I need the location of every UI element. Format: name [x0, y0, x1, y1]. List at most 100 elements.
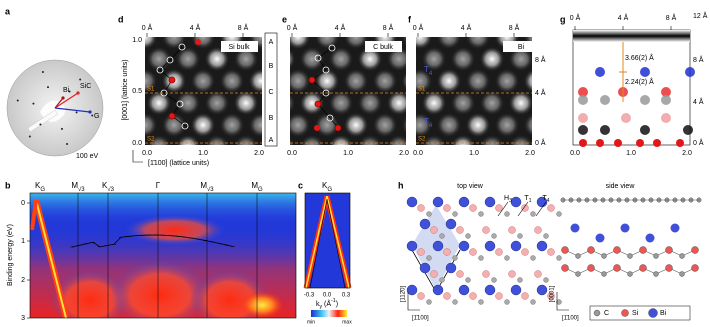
- si-atom: [495, 292, 503, 300]
- stm-blob: [290, 37, 311, 50]
- stm-blob: [523, 68, 532, 94]
- atom: [314, 125, 320, 131]
- stm-blob: [523, 112, 532, 138]
- atom: [314, 100, 322, 108]
- label: 3: [21, 315, 25, 322]
- label: 4 Å: [190, 23, 201, 32]
- atom: [328, 44, 336, 52]
- stm-blob: [299, 2, 325, 28]
- bi-atom: [432, 196, 444, 208]
- stm-blob: [145, 112, 158, 138]
- stm-blob: [314, 112, 340, 138]
- c-atom: [478, 255, 484, 261]
- atom: [661, 95, 671, 105]
- label-part: 4: [547, 198, 550, 204]
- atom: [596, 139, 604, 147]
- c-atom: [575, 253, 581, 259]
- arpes-image: [30, 193, 296, 318]
- label: 2.24(2) Å: [625, 77, 654, 86]
- atom: [685, 67, 695, 77]
- atom: [166, 56, 174, 64]
- label-part: 4: [429, 71, 433, 77]
- bi-atom: [536, 284, 548, 296]
- label-part: T: [524, 195, 529, 202]
- c-atom: [601, 253, 607, 259]
- stm-blob: [204, 2, 230, 28]
- label-part: M: [71, 181, 78, 190]
- label: 0.0: [287, 150, 297, 157]
- leed-spot: [91, 114, 94, 117]
- label: 0.0: [570, 150, 580, 157]
- bi-atom: [595, 233, 605, 243]
- stm-blob: [386, 46, 406, 72]
- stm-blob: [537, 134, 563, 160]
- stm-blob: [416, 112, 433, 138]
- axis-arrow: [407, 292, 420, 311]
- axis-arrow: [132, 150, 143, 163]
- label: 2.0: [254, 150, 264, 157]
- leed-spot: [28, 135, 31, 138]
- site-pointer: [497, 201, 509, 217]
- stm-blob: [204, 134, 230, 145]
- stm-blob: [479, 134, 505, 145]
- atom: [308, 76, 316, 84]
- label: 0 Å: [413, 23, 424, 32]
- stm-blob: [262, 90, 288, 116]
- atom: [578, 125, 588, 135]
- label: 0.5: [132, 88, 142, 95]
- leed-spot: [68, 90, 71, 93]
- bi-atom: [570, 223, 580, 233]
- si-atom: [534, 270, 542, 278]
- label: [1̄100]: [562, 316, 579, 322]
- panel-letter: g: [560, 14, 566, 24]
- stm-blob: [161, 112, 187, 138]
- panel-letter: c: [298, 180, 303, 190]
- label-part: Γ: [156, 181, 161, 190]
- arrow-head: [61, 96, 65, 100]
- stm-blob: [314, 37, 340, 50]
- label: 1.0: [626, 150, 636, 157]
- atom: [176, 100, 184, 108]
- band: [30, 199, 38, 231]
- label: T4: [424, 65, 433, 76]
- label: SiC: [80, 83, 91, 90]
- stm-blob: [508, 134, 532, 145]
- atom: [676, 139, 684, 147]
- label: Bi: [63, 87, 70, 94]
- si-atom: [469, 292, 477, 300]
- stm-blob: [416, 96, 418, 110]
- c-atom: [504, 255, 510, 261]
- atom: [578, 95, 588, 105]
- c-atom: [465, 277, 471, 283]
- c-atom: [556, 255, 562, 261]
- stm-blob: [416, 68, 433, 94]
- label: 1.0: [198, 150, 208, 157]
- stm-blob: [299, 134, 325, 145]
- label: KG: [322, 181, 332, 192]
- bi-atom: [419, 262, 431, 274]
- legend-box: [589, 305, 691, 321]
- label: -0.3: [304, 293, 315, 299]
- label: C: [604, 310, 609, 317]
- atom: [168, 76, 176, 84]
- label-part: 1: [529, 198, 532, 204]
- label: 8 Å: [383, 23, 394, 32]
- stm-blob: [290, 48, 296, 70]
- si-atom: [561, 264, 569, 272]
- bi-atom: [458, 284, 470, 296]
- stm-blob: [494, 112, 520, 138]
- stm-blob: [436, 68, 462, 94]
- label: H3: [504, 195, 512, 205]
- si-atom: [443, 204, 451, 212]
- si-atom: [417, 292, 425, 300]
- label: 0 Å: [142, 23, 153, 32]
- axis-arrow: [556, 292, 569, 311]
- leed-spot: [16, 99, 19, 102]
- stm-blob: [386, 90, 406, 116]
- stm-blob: [145, 68, 158, 94]
- stm-blob: [161, 37, 187, 50]
- label: K√3: [102, 181, 115, 192]
- stm-blob: [328, 90, 354, 116]
- stm-blob: [343, 37, 369, 50]
- c-atom: [601, 271, 607, 277]
